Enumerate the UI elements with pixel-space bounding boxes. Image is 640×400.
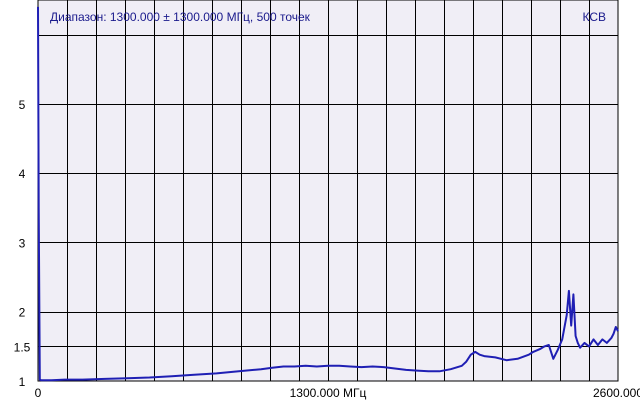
y-tick-label: 1 <box>19 375 26 389</box>
x-tick-label: 0 <box>35 386 42 400</box>
y-tick-label: 4 <box>19 167 26 181</box>
series-line-0 <box>37 6 619 382</box>
y-tick-label: 3 <box>19 236 26 250</box>
x-tick-label: 1300.000 МГц <box>290 386 367 400</box>
y-axis-ticks: 1 1.5 2 3 4 5 <box>14 98 31 389</box>
x-axis-ticks: 0 1300.000 МГц 2600.000 <box>35 386 640 400</box>
x-tick-label: 2600.000 <box>593 386 640 400</box>
horizontal-grid <box>38 35 618 347</box>
chart-title: Диапазон: 1300.000 ± 1300.000 МГц, 500 т… <box>50 10 311 24</box>
y-tick-label: 1.5 <box>14 340 31 354</box>
y-tick-label: 5 <box>19 98 26 112</box>
y-tick-label: 2 <box>19 306 26 320</box>
y-axis-label: КСВ <box>582 10 606 24</box>
series-layer <box>37 6 619 382</box>
vertical-grid <box>67 0 590 381</box>
